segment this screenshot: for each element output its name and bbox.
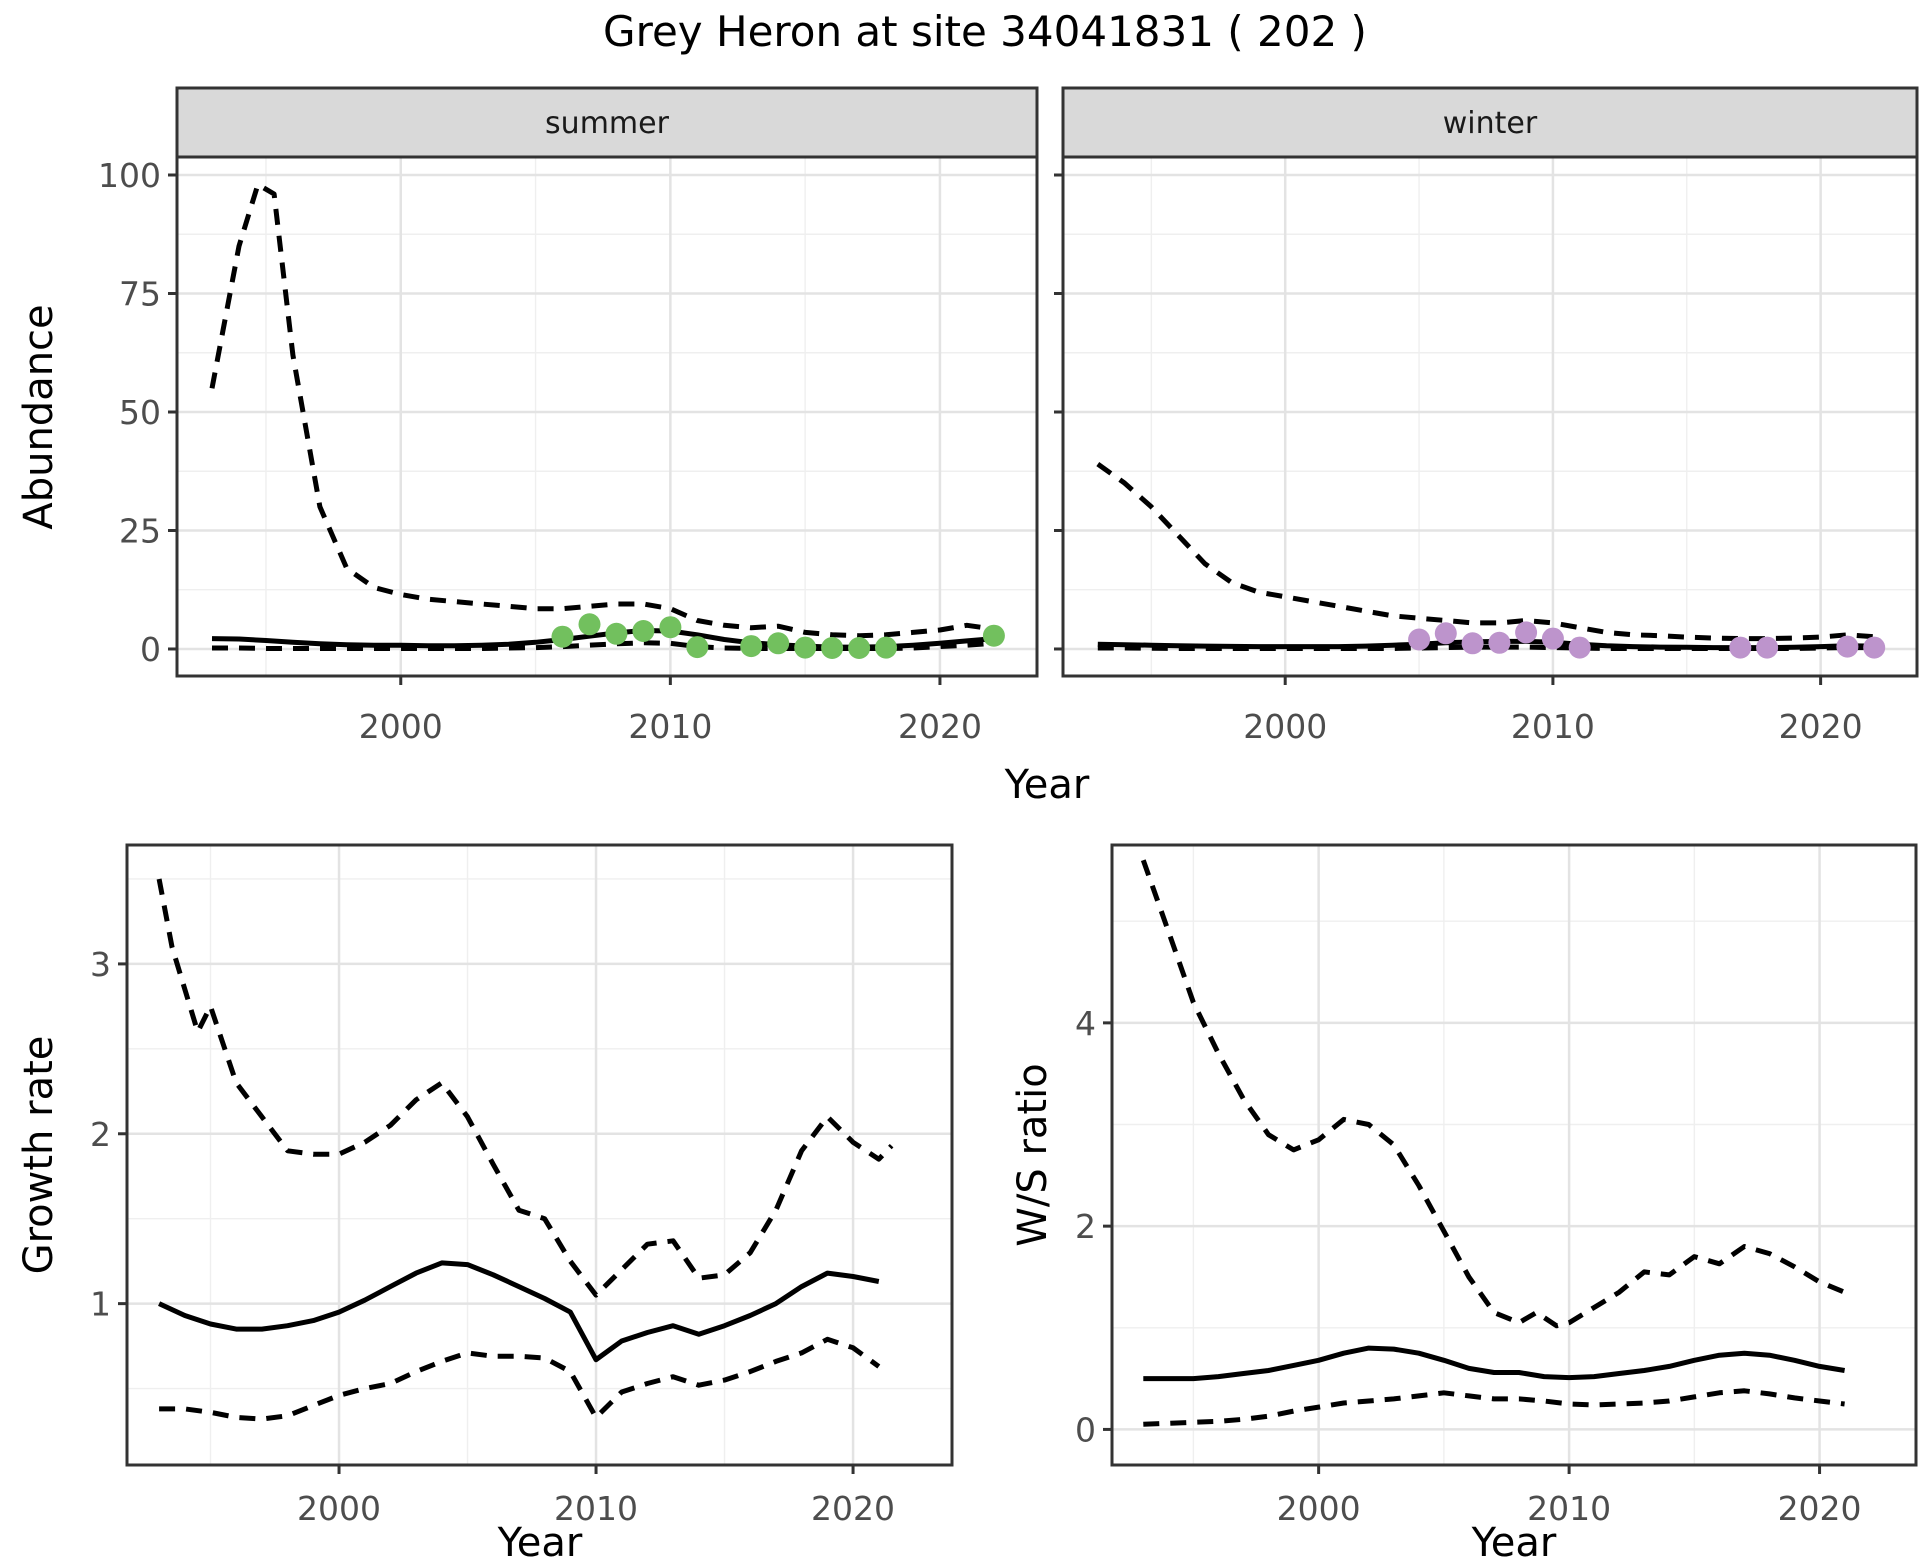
observed-winter-point [1488,631,1511,654]
observed-summer-point [740,635,763,658]
observed-winter-point [1568,636,1591,659]
y-tick-label: 2 [1075,1207,1096,1246]
y-tick-label: 1 [90,1285,111,1324]
ws-year-axis-title: Year [1471,1520,1557,1560]
x-tick-label: 2010 [628,707,712,746]
facet-strip-label-winter: winter [1443,106,1538,141]
abundance-winter-lower-ci-line [1097,644,1875,651]
y-tick-label: 2 [90,1115,111,1154]
observed-summer-point [659,616,682,639]
ws-ratio-median-line [1143,1345,1846,1382]
growth-rate-upper-ci-line [156,878,894,1298]
observed-winter-point [1863,636,1886,659]
panel-abundance-winter: 2000 2010 2020 [1054,86,1919,746]
growth-year-axis-title: Year [497,1520,583,1560]
panel-ws-ratio: 2000 2010 2020 0 2 4 [1075,843,1918,1528]
figure-title: Grey Heron at site 34041831 ( 202 ) [603,7,1367,56]
observed-summer-point [875,636,897,659]
panel-border [125,843,954,1467]
observed-winter-point [1408,628,1431,651]
abundance-winter-plot-area [1096,462,1886,659]
growth-rate-plot-area [156,878,894,1422]
x-tick-label: 2020 [1778,1489,1862,1528]
panel-background [1112,845,1916,1465]
observed-summer-point [632,620,655,642]
x-tick-label: 2010 [1511,707,1595,746]
x-tick-label: 2020 [811,1489,895,1528]
observed-winter-point [1836,635,1859,658]
y-tick-label: 0 [1075,1410,1096,1449]
x-tick-label: 2000 [1277,1489,1361,1528]
observed-winter-point [1461,632,1484,655]
growth-rate-lower-ci-line [159,1336,881,1422]
y-tick-label: 50 [119,393,161,432]
observed-winter-point [1729,636,1752,659]
observed-winter-point [1541,627,1564,650]
observed-winter-point [1515,621,1538,644]
facet-strip [1061,86,1919,159]
panel-border [1110,843,1918,1467]
observed-summer-point [821,637,844,659]
observed-summer-point [551,625,574,648]
x-tick-label: 2020 [1779,707,1863,746]
growth-rate-axis-title: Growth rate [16,1036,62,1275]
abundance-winter-upper-ci-line [1096,462,1875,642]
top-year-axis-title: Year [1004,762,1090,808]
observed-summer-point [767,632,790,655]
x-tick-label: 2000 [297,1489,381,1528]
observed-summer-point [848,637,871,659]
abundance-summer-plot-area [209,182,1005,659]
observed-winter-point [1756,636,1779,659]
abundance-axis-title: Abundance [16,304,62,529]
facet-strip-label-summer: summer [545,106,670,141]
ws-ratio-axis-title: W/S ratio [1010,1063,1056,1246]
panel-background [127,845,952,1465]
y-tick-label: 25 [119,511,161,550]
x-tick-label: 2010 [554,1489,638,1528]
observed-summer-point [578,613,601,636]
facet-strip [175,86,1039,159]
x-tick-label: 2010 [1527,1489,1611,1528]
y-tick-label: 75 [119,275,161,314]
observed-summer-point [605,622,628,645]
ws-ratio-plot-area [1140,859,1846,1427]
y-tick-label: 100 [98,156,161,195]
y-tick-label: 0 [140,630,161,669]
panel-abundance-summer: 2000 2010 2020 0 25 50 75 100 [98,86,1039,746]
ws-ratio-upper-ci-line [1140,859,1846,1329]
x-tick-label: 2020 [898,707,982,746]
observed-summer-point [982,624,1005,647]
growth-rate-median-line [158,1260,880,1363]
panel-growth-rate: 2000 2010 2020 1 2 3 [90,843,954,1528]
observed-summer-point [686,636,709,659]
x-tick-label: 2000 [359,707,443,746]
abundance-summer-upper-ci-line [209,182,995,639]
ws-ratio-lower-ci-line [1143,1388,1845,1427]
y-tick-label: 4 [1075,1004,1096,1043]
observed-summer-point [794,636,817,659]
y-tick-label: 3 [90,945,111,984]
observed-winter-point [1434,622,1457,645]
x-tick-label: 2000 [1243,707,1327,746]
